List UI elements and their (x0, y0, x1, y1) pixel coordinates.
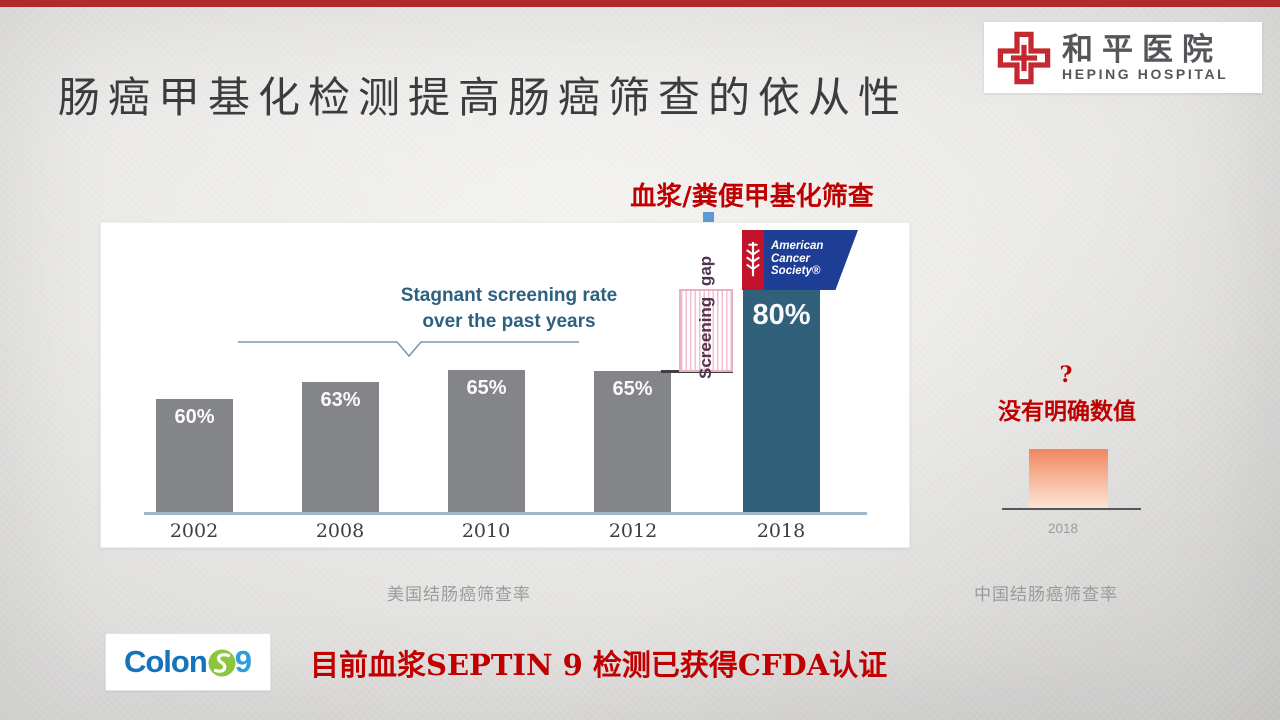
bar-2002-value: 60% (174, 406, 215, 428)
acs-line1: American (771, 240, 824, 252)
us-screening-chart: Stagnant screening rate over the past ye… (100, 222, 910, 548)
china-tick-2018: 2018 (1047, 521, 1079, 536)
hospital-name-en: HEPING HOSPITAL (1062, 66, 1229, 82)
bar-2018-value: 80% (752, 299, 811, 331)
screening-gap-label: Screening gap (696, 255, 715, 379)
bar-2010-value: 65% (466, 377, 507, 399)
bar-2012: 65% (594, 371, 671, 512)
cfda-statement: 目前血浆SEPTIN 9 检测已获得CFDA认证 (310, 648, 888, 682)
screening-gap-label-line1: Screening (696, 296, 715, 379)
acs-caduceus-icon (742, 230, 764, 290)
bar-2008: 63% (302, 382, 379, 512)
tick-2008: 2008 (315, 520, 365, 542)
hospital-cross-icon (997, 31, 1051, 84)
chart-headline-line2: over the past years (422, 311, 596, 332)
hospital-name-cn: 和平医院 (1062, 32, 1222, 67)
screening-gap-label-line2: gap (696, 255, 715, 286)
china-question-mark: ? (1059, 362, 1073, 388)
bar-2008-value: 63% (320, 389, 361, 411)
tick-2010: 2010 (461, 520, 511, 542)
colon9-logo-colon: Colon (123, 644, 208, 679)
methylation-screening-annotation: 血浆/粪便甲基化筛查 (630, 182, 874, 212)
bar-2012-value: 65% (612, 378, 653, 400)
tick-2018: 2018 (756, 520, 806, 542)
american-cancer-society-logo: American Cancer Society® (742, 230, 858, 290)
chart-headline-line1: Stagnant screening rate (400, 285, 618, 306)
x-axis-line (144, 512, 867, 515)
china-bar-2018 (1029, 449, 1108, 508)
china-no-value-note: 没有明确数值 (998, 398, 1136, 425)
tick-2002: 2002 (169, 520, 219, 542)
acs-line3: Society® (771, 265, 821, 277)
colon9-logo: Colon 9 (105, 633, 271, 691)
bar-2002: 60% (156, 399, 233, 512)
hospital-logo: 和平医院 HEPING HOSPITAL (984, 22, 1262, 93)
top-accent-bar (0, 0, 1280, 7)
china-chart-caption: 中国结肠癌筛查率 (974, 585, 1118, 605)
screening-gap-bar: Screening gap (679, 255, 733, 379)
tick-2012: 2012 (608, 520, 658, 542)
acs-line2: Cancer (771, 252, 810, 265)
bar-2018: 80% (743, 290, 820, 512)
colon9-s-icon (208, 649, 236, 677)
china-axis-line (1002, 508, 1141, 510)
acs-wordmark: American Cancer Society® (764, 230, 858, 290)
colon9-logo-nine: 9 (234, 644, 253, 679)
bar-2010: 65% (448, 370, 525, 512)
slide-title: 肠癌甲基化检测提高肠癌筛查的依从性 (58, 73, 909, 122)
us-chart-caption: 美国结肠癌筛查率 (387, 585, 531, 605)
